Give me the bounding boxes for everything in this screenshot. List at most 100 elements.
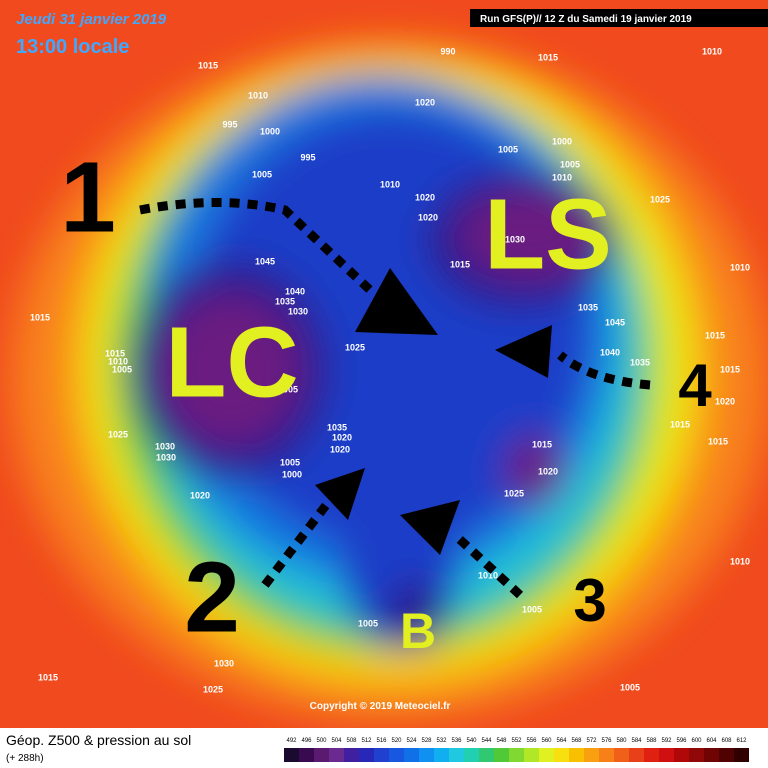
isobar-label: 1045 [255, 256, 275, 266]
arrowhead [315, 468, 365, 520]
scale-label: 564 [556, 738, 567, 744]
scale-swatch [419, 748, 434, 762]
scale-label: 600 [691, 738, 702, 744]
scale-swatch [659, 748, 674, 762]
isobar-label: 1015 [708, 436, 728, 446]
arrowhead [355, 268, 438, 335]
scale-swatch [704, 748, 719, 762]
isobar-label: 1010 [478, 570, 498, 580]
isobar-label: 1010 [248, 90, 268, 100]
scale-label: 500 [316, 738, 327, 744]
scale-label: 508 [346, 738, 357, 744]
scale-label: 572 [586, 738, 597, 744]
isobar-label: 1025 [650, 194, 670, 204]
annotation-b: B [400, 603, 436, 659]
annotation-label: 1 [60, 141, 116, 253]
color-scale: 492 496 500 504 508 512 516 520 524 528 532 536 540 5… [284, 738, 749, 762]
isobar-label: 1010 [380, 179, 400, 189]
isobar-label: 1035 [275, 296, 295, 306]
run-box [470, 9, 768, 27]
isobar-label: 1030 [505, 234, 525, 244]
isobar-label: 1035 [630, 357, 650, 367]
scale-swatch [689, 748, 704, 762]
scale-swatch [614, 748, 629, 762]
scale-label: 608 [721, 738, 732, 744]
isobar-label: 1020 [332, 432, 352, 442]
isobar-label: 1040 [285, 286, 305, 296]
isobar-label: 1020 [538, 466, 558, 476]
isobar-label: 1010 [108, 356, 128, 366]
scale-label: 504 [331, 738, 342, 744]
scale-swatch [299, 748, 314, 762]
run-info: Run GFS(P)// 12 Z du Samedi 19 janvier 2… [480, 14, 692, 25]
scale-swatch [734, 748, 749, 762]
scale-swatch [509, 748, 524, 762]
scale-label: 588 [646, 738, 657, 744]
scale-swatch [314, 748, 329, 762]
isobar-label: 1010 [702, 46, 722, 56]
isobar-label: 1025 [345, 342, 365, 352]
scale-label: 516 [376, 738, 387, 744]
isobar-label: 1030 [214, 658, 234, 668]
scale-label: 580 [616, 738, 627, 744]
isobar-label: 1015 [670, 419, 690, 429]
scale-label: 540 [466, 738, 477, 744]
scale-label: 520 [391, 738, 402, 744]
scale-label: 592 [661, 738, 672, 744]
scale-swatch [674, 748, 689, 762]
arrowhead [400, 500, 460, 555]
scale-label: 536 [451, 738, 462, 744]
scale-swatch [359, 748, 374, 762]
isobar-label: 1000 [282, 469, 302, 479]
scale-label: 528 [421, 738, 432, 744]
scale-swatch [524, 748, 539, 762]
isobar-label: 1000 [260, 126, 280, 136]
isobar-label: 1015 [38, 672, 58, 682]
field [0, 0, 768, 728]
isobar-label: 1025 [504, 488, 524, 498]
scale-swatch [389, 748, 404, 762]
isobar-label: 1030 [155, 441, 175, 451]
scale-label: 496 [301, 738, 312, 744]
isobar-label: 1020 [715, 396, 735, 406]
isobar-label: 1015 [720, 364, 740, 374]
arrowhead [495, 325, 552, 378]
isobar-label: 1010 [730, 262, 750, 272]
arrow-1 [139, 198, 374, 294]
isobar-label: 1020 [330, 444, 350, 454]
scale-swatch [449, 748, 464, 762]
isobar-label: 1020 [190, 490, 210, 500]
annotation-label: 4 [678, 352, 712, 419]
scale-label: 576 [601, 738, 612, 744]
scale-swatch [404, 748, 419, 762]
isobar-label: 1005 [358, 618, 378, 628]
isobar-label: 1035 [327, 422, 347, 432]
scale-label: 604 [706, 738, 717, 744]
isobar-label: 995 [222, 119, 237, 129]
isobar-label: 1030 [288, 306, 308, 316]
isobar-label: 1015 [105, 348, 125, 358]
scale-swatch [374, 748, 389, 762]
isobar-label: 1005 [252, 169, 272, 179]
scale-swatch [284, 748, 299, 762]
scale-swatch [719, 748, 734, 762]
scale-label: 532 [436, 738, 447, 744]
isobar-label: 1015 [198, 60, 218, 70]
scale-swatch [329, 748, 344, 762]
isobar-label: 1040 [600, 347, 620, 357]
isobar-label: 1035 [578, 302, 598, 312]
isobar-label: 1010 [552, 172, 572, 182]
scale-swatch [434, 748, 449, 762]
scale-label: 568 [571, 738, 582, 744]
scale-swatch [599, 748, 614, 762]
annotation-label: 3 [573, 567, 606, 634]
scale-label: 548 [496, 738, 507, 744]
isobar-label: 1005 [620, 682, 640, 692]
isobar-label: 995 [300, 152, 315, 162]
scale-label: 492 [286, 738, 297, 744]
scale-swatch [539, 748, 554, 762]
isobar-label: 1015 [538, 52, 558, 62]
scale-swatch [464, 748, 479, 762]
scale-swatch [554, 748, 569, 762]
